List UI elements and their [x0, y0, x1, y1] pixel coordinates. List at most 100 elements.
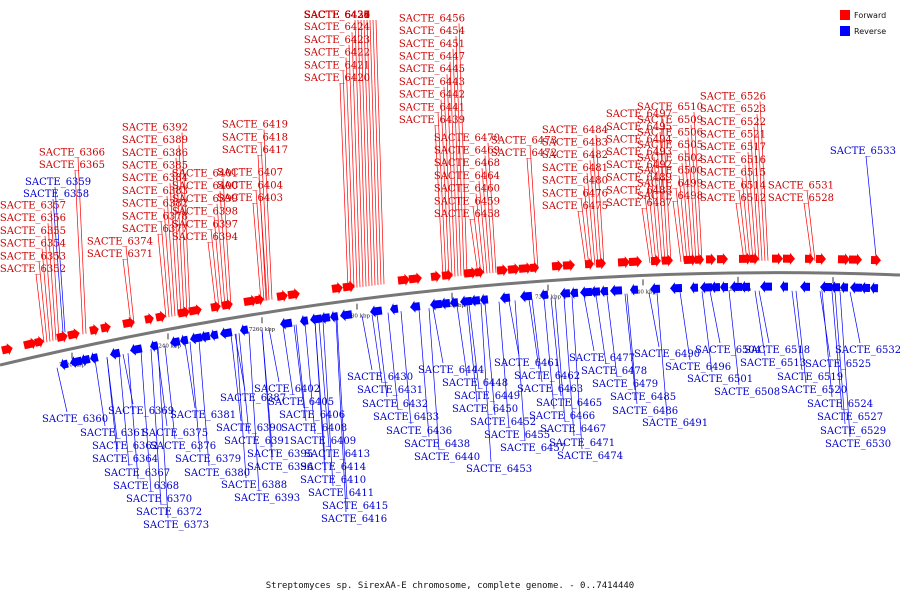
gene-arrow[interactable]: [1, 342, 14, 356]
gene-arrow[interactable]: [449, 296, 459, 309]
gene-arrow[interactable]: [149, 339, 159, 352]
gene-arrow[interactable]: [299, 314, 309, 327]
gene-arrow[interactable]: [600, 285, 609, 298]
gene-arrow[interactable]: [319, 311, 331, 324]
gene-arrow[interactable]: [584, 258, 595, 271]
gene-arrow[interactable]: [369, 305, 383, 318]
gene-arrow[interactable]: [389, 303, 399, 316]
gene-arrow[interactable]: [122, 316, 136, 330]
gene-arrow[interactable]: [860, 281, 871, 294]
gene-arrow[interactable]: [800, 280, 811, 293]
gene-arrow[interactable]: [109, 347, 121, 361]
gene-arrow[interactable]: [179, 334, 189, 347]
gene-arrow[interactable]: [169, 335, 181, 349]
gene-arrow[interactable]: [804, 252, 814, 265]
gene-arrow[interactable]: [870, 254, 881, 267]
gene-arrow[interactable]: [469, 294, 481, 307]
gene-arrow[interactable]: [820, 281, 833, 294]
gene-arrow[interactable]: [23, 337, 38, 352]
gene-arrow[interactable]: [830, 281, 841, 294]
gene-arrow[interactable]: [840, 281, 849, 294]
gene-arrow[interactable]: [239, 324, 249, 337]
gene-arrow[interactable]: [219, 326, 233, 340]
gene-arrow[interactable]: [661, 254, 673, 267]
gene-arrow[interactable]: [670, 282, 683, 295]
gene-arrow[interactable]: [276, 289, 289, 303]
gene-arrow[interactable]: [815, 252, 826, 265]
gene-arrow[interactable]: [339, 308, 353, 322]
gene-arrow[interactable]: [342, 280, 355, 293]
gene-arrow[interactable]: [479, 293, 489, 306]
gene-arrow[interactable]: [690, 281, 699, 294]
gene-arrow[interactable]: [628, 255, 643, 268]
gene-arrow[interactable]: [720, 281, 729, 294]
gene-arrow[interactable]: [771, 252, 783, 265]
gene-arrow[interactable]: [848, 253, 862, 266]
gene-arrow[interactable]: [782, 252, 795, 265]
gene-arrow[interactable]: [459, 295, 473, 308]
gene-arrow[interactable]: [562, 259, 576, 272]
gene-arrow[interactable]: [617, 256, 631, 269]
gene-arrow[interactable]: [59, 358, 69, 371]
gene-arrow[interactable]: [397, 273, 410, 286]
gene-arrow[interactable]: [69, 355, 83, 369]
gene-arrow[interactable]: [439, 297, 451, 310]
gene-arrow[interactable]: [100, 321, 112, 335]
gene-arrow[interactable]: [189, 331, 203, 345]
gene-arrow[interactable]: [430, 270, 441, 283]
gene-arrow[interactable]: [716, 253, 728, 266]
gene-arrow[interactable]: [518, 262, 533, 275]
gene-arrow[interactable]: [177, 305, 191, 319]
gene-arrow[interactable]: [710, 281, 721, 294]
gene-arrow[interactable]: [749, 252, 759, 265]
gene-arrow[interactable]: [540, 288, 549, 302]
forward-gene-arrows[interactable]: [1, 252, 882, 357]
gene-arrow[interactable]: [199, 330, 211, 344]
gene-arrow[interactable]: [705, 253, 716, 266]
gene-arrow[interactable]: [188, 303, 203, 317]
gene-arrow[interactable]: [144, 312, 155, 325]
gene-arrow[interactable]: [551, 259, 564, 273]
gene-arrow[interactable]: [210, 300, 222, 314]
gene-arrow[interactable]: [560, 287, 571, 300]
gene-arrow[interactable]: [590, 285, 601, 298]
gene-arrow[interactable]: [780, 280, 789, 293]
gene-arrow[interactable]: [610, 284, 623, 297]
gene-arrow[interactable]: [129, 342, 143, 356]
gene-arrow[interactable]: [209, 329, 219, 342]
gene-arrow[interactable]: [740, 280, 751, 293]
gene-arrow[interactable]: [507, 263, 521, 276]
gene-arrow[interactable]: [429, 298, 443, 311]
gene-arrow[interactable]: [595, 257, 607, 270]
gene-arrow[interactable]: [650, 282, 661, 295]
gene-arrow[interactable]: [409, 300, 421, 313]
gene-arrow[interactable]: [529, 261, 540, 274]
gene-arrow[interactable]: [221, 298, 234, 312]
gene-arrow[interactable]: [499, 291, 511, 305]
gene-arrow[interactable]: [650, 254, 661, 267]
gene-arrow[interactable]: [463, 266, 477, 279]
gene-arrow[interactable]: [155, 310, 167, 324]
gene-arrow[interactable]: [630, 283, 639, 296]
reverse-gene-arrows[interactable]: [59, 280, 879, 371]
gene-arrow[interactable]: [243, 294, 258, 308]
gene-arrow[interactable]: [760, 280, 773, 293]
gene-arrow[interactable]: [56, 330, 69, 344]
gene-arrow[interactable]: [329, 310, 339, 323]
gene-arrow[interactable]: [67, 327, 81, 341]
gene-arrow[interactable]: [570, 286, 579, 299]
gene-arrow[interactable]: [580, 286, 593, 299]
gene-arrow[interactable]: [496, 264, 508, 277]
gene-arrow[interactable]: [700, 281, 713, 294]
gene-arrow[interactable]: [683, 253, 697, 266]
gene-arrow[interactable]: [254, 293, 265, 306]
gene-arrow[interactable]: [34, 335, 45, 349]
gene-arrow[interactable]: [870, 282, 879, 295]
gene-arrow[interactable]: [694, 253, 704, 266]
gene-arrow[interactable]: [331, 282, 344, 295]
gene-arrow[interactable]: [89, 323, 100, 337]
gene-arrow[interactable]: [850, 281, 863, 294]
gene-arrow[interactable]: [408, 272, 422, 285]
gene-arrow[interactable]: [287, 288, 301, 302]
gene-arrow[interactable]: [89, 351, 99, 364]
